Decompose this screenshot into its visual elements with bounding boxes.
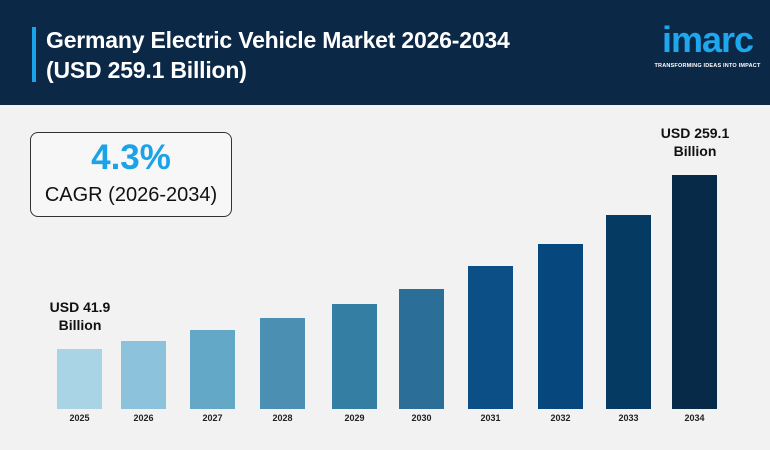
cagr-label: CAGR (2026-2034) xyxy=(44,184,218,206)
bar-2028 xyxy=(260,317,305,409)
first-value-line1: USD 41.9 xyxy=(49,299,111,315)
logo-word: imarc xyxy=(661,19,754,60)
logo-tagline: TRANSFORMING IDEAS INTO IMPACT xyxy=(654,63,761,69)
last-value-line1: USD 259.1 xyxy=(660,125,730,141)
bar-2030 xyxy=(399,288,444,409)
first-value-label: USD 41.9 Billion xyxy=(40,298,120,334)
first-value-line2: Billion xyxy=(58,317,102,333)
bar-2034 xyxy=(672,175,717,409)
x-tick-label: 2026 xyxy=(133,413,154,423)
imarc-logo: imarc TRANSFORMING IDEAS INTO IMPACT xyxy=(650,18,765,70)
bar-2029 xyxy=(332,303,377,409)
title-accent-bar xyxy=(32,27,36,82)
x-tick-label: 2031 xyxy=(480,413,501,423)
bar-2027 xyxy=(190,330,235,409)
header-banner: Germany Electric Vehicle Market 2026-203… xyxy=(0,0,770,105)
x-tick-label: 2025 xyxy=(69,413,90,423)
bar-2032 xyxy=(538,243,583,409)
x-tick-label: 2029 xyxy=(344,413,365,423)
page-title: Germany Electric Vehicle Market 2026-203… xyxy=(46,27,510,53)
bar-2026 xyxy=(121,340,166,409)
x-tick-label: 2027 xyxy=(202,413,223,423)
page-subtitle: (USD 259.1 Billion) xyxy=(46,57,247,83)
x-tick-label: 2034 xyxy=(684,413,705,423)
bar-2031 xyxy=(468,266,513,409)
bar-2025 xyxy=(57,349,102,409)
bar-2033 xyxy=(606,215,651,409)
x-tick-label: 2032 xyxy=(550,413,571,423)
last-value-label: USD 259.1 Billion xyxy=(650,124,740,160)
x-tick-label: 2033 xyxy=(618,413,639,423)
cagr-value: 4.3% xyxy=(91,138,171,177)
last-value-line2: Billion xyxy=(673,143,717,159)
x-tick-label: 2030 xyxy=(411,413,432,423)
x-tick-label: 2028 xyxy=(272,413,293,423)
cagr-box: 4.3% CAGR (2026-2034) xyxy=(30,132,232,217)
